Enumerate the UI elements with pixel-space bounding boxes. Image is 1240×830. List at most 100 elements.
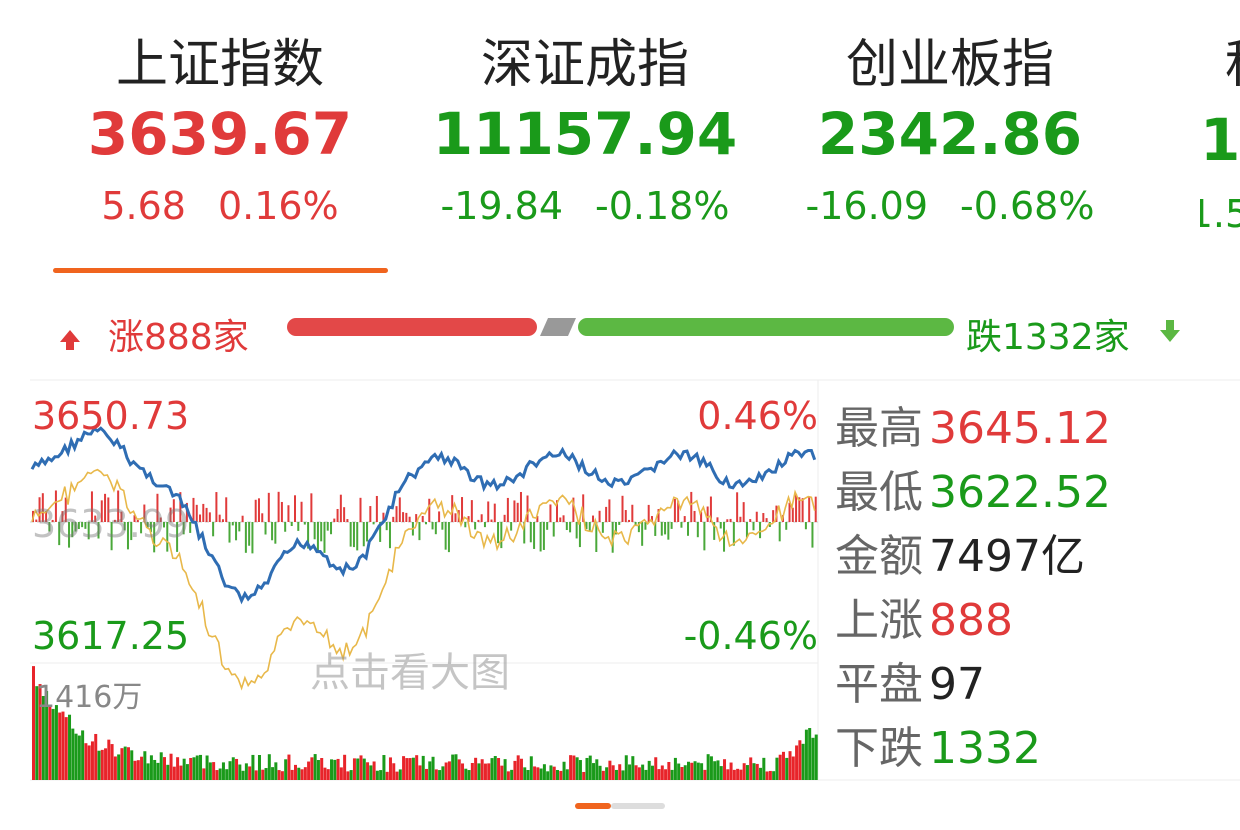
volume-bar	[294, 764, 297, 780]
breadth-bar	[123, 522, 126, 531]
volume-bar	[559, 770, 563, 780]
breadth-bar	[61, 511, 64, 522]
stat-value: 7497亿	[929, 531, 1085, 582]
volume-bar	[801, 743, 805, 780]
volume-bar	[425, 768, 428, 780]
breadth-bar	[235, 522, 238, 541]
index-change: 5.68	[101, 184, 186, 228]
breadth-bar	[87, 522, 90, 540]
volume-bar	[166, 764, 170, 780]
volume-bar	[687, 761, 690, 780]
breadth-bar	[307, 522, 310, 549]
zoom-hint[interactable]: 点击看大图	[310, 650, 510, 696]
volume-bar	[45, 690, 49, 780]
volume-bar	[169, 753, 173, 780]
volume-bar	[614, 769, 618, 780]
index-tab[interactable]: 创业板指 2342.86 -16.09 -0.68%	[770, 22, 1130, 228]
breadth-bar	[395, 506, 398, 522]
volume-bar	[628, 764, 632, 780]
stat-row: 上涨 888	[835, 584, 1013, 648]
volume-bar	[483, 763, 487, 780]
breadth-bar	[467, 516, 470, 522]
breadth-bar	[356, 522, 359, 551]
volume-bar	[637, 767, 641, 780]
breadth-bar	[313, 522, 316, 540]
breadth-bar	[438, 511, 441, 522]
volume-bar	[421, 755, 425, 780]
volume-bar	[290, 769, 294, 780]
volume-bar	[778, 754, 782, 780]
volume-bar	[683, 765, 687, 780]
breadth-bar	[687, 522, 689, 536]
volume-bar	[395, 771, 399, 780]
breadth-bar	[241, 515, 244, 522]
volume-bar	[585, 757, 589, 780]
breadth-bar	[130, 522, 133, 541]
breadth-bar	[316, 522, 319, 552]
index-tab[interactable]: 科 16 -1.5	[1200, 22, 1240, 252]
breadth-bar	[392, 516, 395, 522]
breadth-bar	[529, 522, 532, 543]
volume-bar	[503, 759, 507, 780]
breadth-bar	[205, 507, 208, 522]
volume-bar	[755, 763, 759, 780]
volume-bar	[287, 754, 291, 780]
breadth-bar	[264, 522, 267, 535]
volume-bar	[251, 754, 255, 780]
volume-bar	[126, 747, 130, 780]
breadth-bar	[415, 514, 418, 522]
volume-bar	[631, 756, 635, 780]
breadth-bar	[709, 496, 712, 522]
volume-bar	[428, 761, 432, 780]
breadth-bar	[274, 522, 277, 544]
breadth-bar	[228, 522, 231, 543]
volume-bar	[644, 769, 648, 780]
breadth-bar	[588, 522, 591, 531]
volume-bar	[611, 765, 615, 780]
breadth-bar	[634, 522, 637, 526]
breadth-bar	[673, 498, 676, 522]
volume-bar	[267, 754, 271, 780]
volume-bar	[205, 755, 209, 780]
volume-bar	[762, 757, 766, 780]
volume-bar	[742, 763, 746, 780]
breadth-bar	[559, 517, 562, 522]
volume-bar	[700, 763, 704, 780]
stat-row: 下跌 1332	[835, 712, 1041, 776]
volume-bar	[238, 764, 242, 780]
breadth-bar	[811, 522, 814, 548]
volume-bar	[673, 757, 677, 780]
volume-bar	[366, 762, 370, 780]
volume-bar	[58, 712, 62, 780]
volume-bar	[346, 771, 350, 780]
volume-bar	[464, 768, 468, 780]
volume-bar	[575, 757, 579, 780]
volume-bar	[572, 755, 576, 780]
breadth-bar	[785, 522, 788, 530]
breadth-bar	[664, 522, 667, 535]
breadth-bar	[94, 515, 97, 522]
index-tab[interactable]: 上证指数 3639.67 5.68 0.16%	[40, 22, 400, 228]
breadth-bar	[336, 508, 339, 522]
breadth-bar	[477, 519, 480, 522]
breadth-bar	[801, 498, 804, 522]
breadth-bar	[51, 519, 54, 522]
volume-bar	[182, 758, 186, 780]
breadth-bar	[713, 522, 716, 540]
up-bar	[287, 318, 537, 336]
volume-bar	[749, 757, 753, 780]
volume-bar	[149, 755, 153, 780]
volume-bar	[382, 755, 386, 780]
breadth-bar	[323, 522, 326, 553]
stat-value: 3622.52	[929, 467, 1111, 518]
breadth-bar	[231, 522, 234, 526]
high-price: 3650.73	[32, 394, 190, 438]
volume-bar	[709, 756, 713, 780]
breadth-bar	[277, 491, 280, 522]
breadth-bar	[755, 511, 758, 522]
breadth-bar	[120, 511, 123, 522]
breadth-bar	[126, 522, 129, 550]
index-tab[interactable]: 深证成指 11157.94 -19.84 -0.18%	[405, 22, 765, 228]
volume-bar	[402, 756, 406, 780]
